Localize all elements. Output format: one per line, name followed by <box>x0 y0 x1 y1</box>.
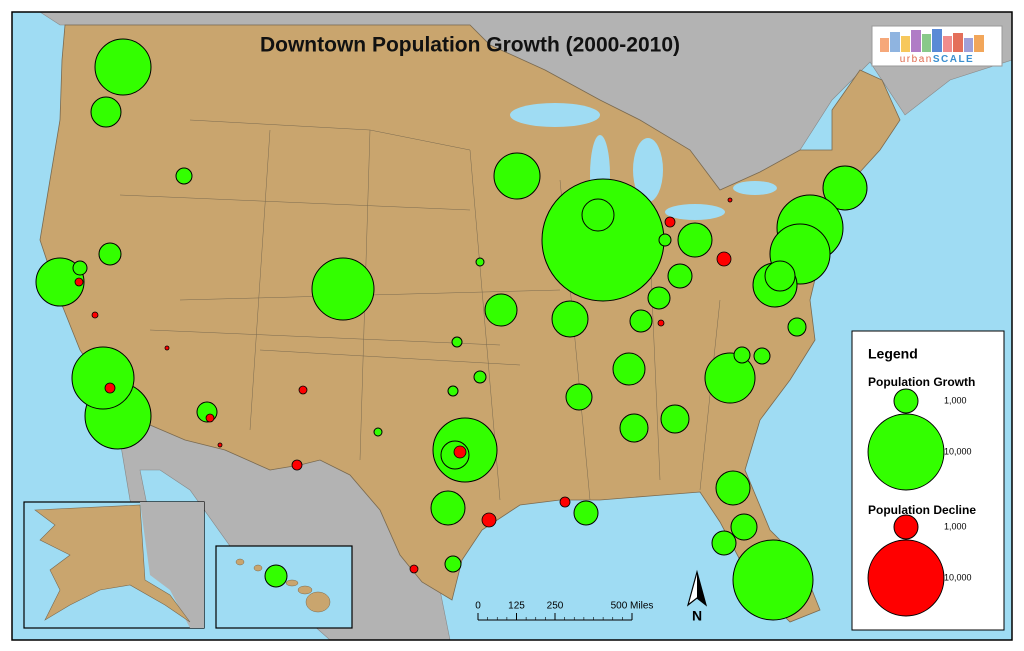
decline-bubble <box>664 216 676 228</box>
growth-bubble <box>667 263 693 289</box>
frame <box>11 11 1013 641</box>
legend-title: Legend <box>868 346 918 362</box>
decline-bubble <box>727 197 733 203</box>
growth-bubble <box>711 530 737 556</box>
growth-bubble <box>473 370 487 384</box>
growth-bubbles <box>35 38 868 621</box>
growth-bubble <box>98 242 122 266</box>
logo-suffix: SCALE <box>933 54 974 65</box>
growth-bubble <box>72 260 88 276</box>
growth-bubble <box>264 564 288 588</box>
growth-bubble <box>660 404 690 434</box>
legend-label: 1,000 <box>944 395 967 405</box>
growth-bubble <box>704 352 756 404</box>
decline-bubble <box>217 442 223 448</box>
decline-bubble <box>74 277 84 287</box>
map-title: Downtown Population Growth (2000-2010) <box>260 34 680 57</box>
legend-symbol <box>893 514 919 540</box>
alaska-inset <box>23 501 205 629</box>
growth-bubble <box>573 500 599 526</box>
growth-bubble <box>647 286 671 310</box>
growth-bubble <box>430 490 466 526</box>
logo: urbanSCALE <box>871 25 1003 67</box>
growth-bubble <box>658 233 672 247</box>
legend-label: 1,000 <box>944 521 967 531</box>
decline-bubble <box>453 445 467 459</box>
legend-label: 10,000 <box>944 446 972 456</box>
decline-bubble <box>164 345 170 351</box>
growth-bubble <box>311 257 375 321</box>
growth-bubble <box>677 222 713 258</box>
scale-bar: 0 125 250 500 Miles <box>475 601 654 621</box>
growth-bubble <box>175 167 193 185</box>
growth-bubble <box>90 96 122 128</box>
decline-bubble <box>409 564 419 574</box>
legend-label: 10,000 <box>944 572 972 582</box>
growth-bubble <box>35 257 85 307</box>
growth-bubble <box>451 336 463 348</box>
legend-symbol <box>867 539 945 617</box>
decline-bubble <box>716 251 732 267</box>
growth-bubble <box>612 352 646 386</box>
decline-bubbles <box>74 197 733 574</box>
growth-bubble <box>732 539 814 621</box>
growth-bubble <box>444 555 462 573</box>
growth-bubble <box>715 470 751 506</box>
great-lakes <box>510 103 777 220</box>
legend: Legend Population Growth 1,000 10,000 Popul… <box>851 330 1005 631</box>
decline-bubble <box>481 512 497 528</box>
growth-bubble <box>764 260 796 292</box>
north-label: N <box>692 608 702 624</box>
logo-text: urbanSCALE <box>900 54 974 65</box>
growth-bubble <box>373 427 383 437</box>
north-arrow: N <box>686 569 708 624</box>
growth-bubble <box>475 257 485 267</box>
hawaii-inset <box>215 545 353 629</box>
growth-bubble <box>581 198 615 232</box>
decline-bubble <box>291 459 303 471</box>
decline-bubble <box>91 311 99 319</box>
decline-bubble <box>104 382 116 394</box>
growth-bubble <box>447 385 459 397</box>
growth-bubble <box>551 300 589 338</box>
growth-bubble <box>787 317 807 337</box>
growth-bubble <box>730 513 758 541</box>
growth-bubble <box>541 178 665 302</box>
growth-bubble <box>753 347 771 365</box>
legend-symbol <box>893 388 919 414</box>
legend-symbol <box>867 413 945 491</box>
growth-bubble <box>484 293 518 327</box>
logo-prefix: urban <box>900 54 933 65</box>
scale-label: 0 <box>475 601 481 612</box>
legend-group-title: Population Growth <box>868 375 975 389</box>
scale-label: 250 <box>547 601 564 612</box>
legend-group-title: Population Decline <box>868 503 976 517</box>
decline-bubble <box>298 385 308 395</box>
growth-bubble <box>493 152 541 200</box>
growth-bubble <box>565 383 593 411</box>
decline-bubble <box>559 496 571 508</box>
growth-bubble <box>629 309 653 333</box>
growth-bubble <box>71 346 135 410</box>
growth-bubble <box>822 165 868 211</box>
growth-bubble <box>733 346 751 364</box>
decline-bubble <box>205 413 215 423</box>
decline-bubble <box>657 319 665 327</box>
growth-bubble <box>94 38 152 96</box>
scale-label: 500 Miles <box>611 601 654 612</box>
scale-label: 125 <box>508 601 525 612</box>
growth-bubble <box>619 413 649 443</box>
